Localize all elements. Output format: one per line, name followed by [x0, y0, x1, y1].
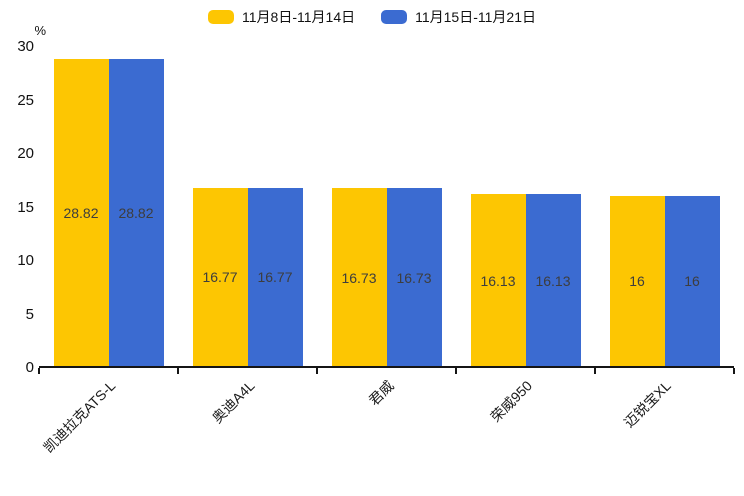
- bar-value-label: 16: [684, 273, 700, 290]
- y-tick-label-10: 10: [17, 252, 34, 270]
- y-tick-label-20: 20: [17, 145, 34, 163]
- legend-label-week2: 11月15日-11月21日: [415, 9, 536, 25]
- y-tick-label-0: 0: [25, 359, 34, 377]
- bar-value-label: 16: [629, 273, 645, 290]
- y-tick-label-30: 30: [17, 38, 34, 56]
- y-tick-label-5: 5: [25, 305, 34, 323]
- legend-swatch-week2-icon: [381, 10, 408, 24]
- bar-value-label: 16.77: [257, 269, 293, 286]
- x-axis-tick-mark: [594, 368, 596, 374]
- x-category-label-君威: 君威: [365, 377, 397, 409]
- legend-item-week1: 11月8日-11月14日: [208, 7, 355, 27]
- bar-series1-君威: 16.73: [331, 188, 387, 367]
- bar-series1-奥迪A4L: 16.77: [192, 187, 248, 367]
- bar-value-label: 16.77: [202, 269, 238, 286]
- bar-value-label: 16.73: [396, 269, 432, 286]
- bar-series2-凯迪拉克ATS-L: 28.82: [108, 58, 164, 367]
- legend-label-week1: 11月8日-11月14日: [242, 9, 356, 25]
- legend-item-week2: 11月15日-11月21日: [381, 7, 536, 27]
- legend: 11月8日-11月14日 11月15日-11月21日: [0, 7, 744, 27]
- bar-value-label: 16.73: [341, 269, 377, 286]
- bar-series2-荣威950: 16.13: [525, 194, 581, 367]
- x-axis-tick-mark: [38, 368, 40, 374]
- x-axis-tick-mark: [733, 368, 735, 374]
- bar-series1-凯迪拉克ATS-L: 28.82: [53, 58, 109, 367]
- bar-value-label: 16.13: [535, 272, 571, 289]
- x-axis-line: [39, 366, 734, 368]
- bar-value-label: 28.82: [63, 204, 99, 221]
- x-axis-tick-mark: [177, 368, 179, 374]
- y-tick-label-25: 25: [17, 91, 34, 109]
- x-category-label-凯迪拉克ATS-L: 凯迪拉克ATS-L: [39, 377, 119, 456]
- plot-area: 28.82 28.82 16.77 16.77 16.73 16.73 16.13 16.13…: [38, 47, 735, 374]
- bar-series2-迈锐宝XL: 16: [664, 195, 720, 367]
- legend-swatch-week1-icon: [208, 10, 235, 24]
- bar-series1-荣威950: 16.13: [470, 194, 526, 367]
- bar-series1-迈锐宝XL: 16: [609, 195, 665, 367]
- x-category-label-迈锐宝XL: 迈锐宝XL: [621, 377, 675, 431]
- bar-value-label: 16.13: [480, 272, 516, 289]
- x-axis-tick-mark: [455, 368, 457, 374]
- x-category-label-奥迪A4L: 奥迪A4L: [208, 377, 258, 427]
- bar-series2-奥迪A4L: 16.77: [247, 187, 303, 367]
- bar-series2-君威: 16.73: [386, 188, 442, 367]
- x-category-label-荣威950: 荣威950: [487, 377, 536, 426]
- y-tick-label-15: 15: [17, 198, 34, 216]
- x-axis-tick-mark: [316, 368, 318, 374]
- bar-value-label: 28.82: [118, 204, 154, 221]
- y-axis-unit-label: %: [34, 23, 46, 38]
